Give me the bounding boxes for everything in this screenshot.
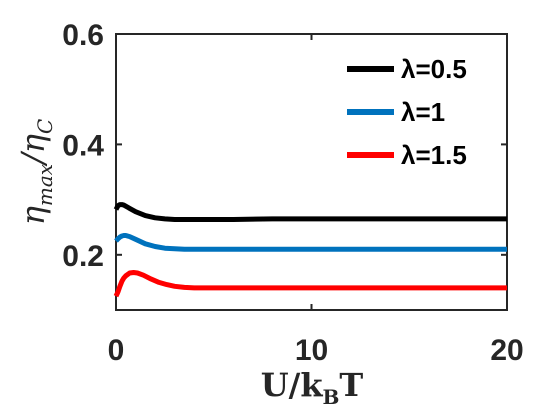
x-axis-title: U/kBT [261,366,364,409]
legend-label-3: λ=1.5 [401,140,467,170]
series-line-3 [113,270,507,298]
plot-area [115,33,508,311]
y-tick-label: 0.6 [62,19,104,52]
legend-label-1: λ=0.5 [401,54,467,84]
series-line-2 [114,233,507,252]
series-line-1 [113,202,507,222]
y-tick-label: 0.4 [62,129,104,162]
y-tick-label: 0.2 [62,240,104,273]
x-tick-label: 20 [490,334,523,367]
x-tick-label: 0 [108,334,125,367]
y-axis-title: ηmax/ηC [14,119,57,226]
x-tick-label: 10 [295,334,328,367]
legend-label-2: λ=1 [401,97,445,127]
